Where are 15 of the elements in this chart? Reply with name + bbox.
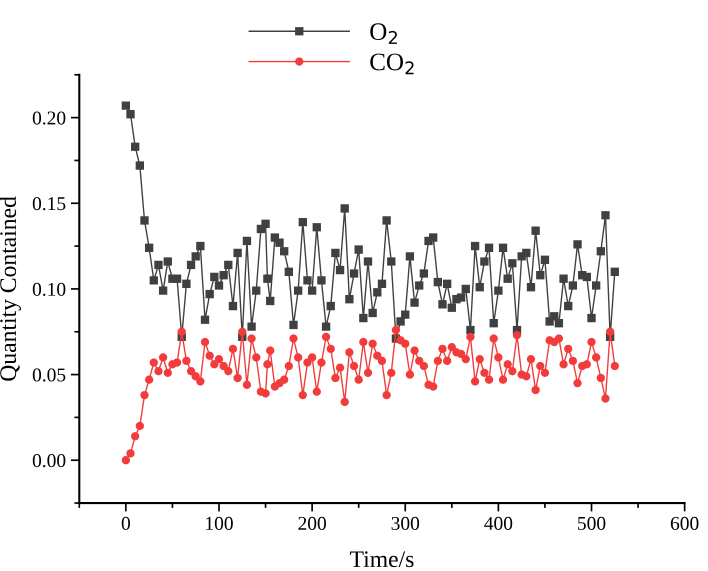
x-tick-label: 100 (206, 516, 233, 530)
y-tick-label: 0.00 (32, 454, 66, 468)
x-tick-label: 600 (670, 516, 698, 530)
x-tick-label: 0 (122, 516, 130, 530)
legend-label: O$_{2}$ (370, 23, 397, 44)
x-axis-title: Time/s (350, 551, 414, 568)
x-tick-label: 200 (298, 516, 326, 530)
y-tick-label: 0.05 (32, 368, 66, 382)
y-tick-label: 0.15 (32, 197, 66, 210)
legend-label: CO$_{2}$ (370, 54, 414, 74)
x-tick-label: 300 (392, 516, 420, 530)
x-tick-label: 400 (484, 516, 512, 530)
y-tick-label: 0.20 (32, 111, 66, 125)
x-tick-label: 500 (578, 516, 606, 530)
y-tick-label: 0.10 (32, 282, 66, 296)
